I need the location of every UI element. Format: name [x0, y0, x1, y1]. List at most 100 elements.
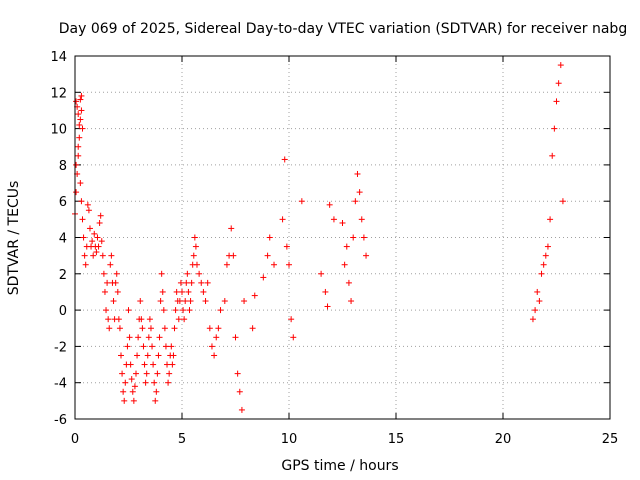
data-point	[141, 361, 148, 368]
data-point	[169, 361, 176, 368]
data-point	[192, 243, 199, 250]
y-tick-label: 0	[59, 304, 67, 319]
data-point	[538, 270, 545, 277]
data-point	[232, 334, 239, 341]
data-point	[223, 261, 230, 268]
data-point	[358, 216, 365, 223]
y-axis-label: SDTVAR / TECUs	[6, 181, 22, 296]
data-point	[101, 288, 108, 295]
chart-title: Day 069 of 2025, Sidereal Day-to-day VTE…	[59, 21, 627, 37]
data-point	[91, 230, 98, 237]
data-point	[341, 261, 348, 268]
data-point	[343, 243, 350, 250]
data-point	[288, 316, 295, 323]
data-point	[76, 134, 83, 141]
data-point	[73, 161, 80, 168]
data-point	[190, 252, 197, 259]
data-point	[175, 316, 182, 323]
data-point	[147, 325, 154, 332]
data-point	[324, 303, 331, 310]
data-point	[200, 288, 207, 295]
data-point	[108, 252, 115, 259]
data-point	[146, 316, 153, 323]
data-point	[298, 198, 305, 205]
data-point	[236, 388, 243, 395]
data-point	[179, 288, 185, 295]
data-point	[170, 352, 177, 359]
data-point	[106, 325, 113, 332]
data-point	[139, 325, 146, 332]
data-point	[234, 370, 241, 377]
data-point	[90, 252, 97, 259]
data-point	[151, 379, 158, 386]
data-point	[78, 107, 85, 114]
data-point	[154, 370, 161, 377]
data-point	[113, 270, 120, 277]
data-point	[536, 298, 543, 305]
data-point	[266, 234, 273, 241]
y-tick-label: 4	[59, 232, 67, 247]
data-point	[211, 352, 218, 359]
data-point	[547, 216, 554, 223]
data-point	[79, 216, 86, 223]
data-point	[86, 225, 93, 232]
data-point	[204, 279, 211, 286]
data-point	[122, 379, 129, 386]
data-point	[318, 270, 325, 277]
data-point	[281, 156, 288, 163]
data-point	[161, 325, 168, 332]
data-point	[116, 325, 123, 332]
data-point	[322, 288, 329, 295]
data-point	[82, 261, 89, 268]
data-point	[557, 62, 564, 69]
data-point	[279, 216, 286, 223]
data-point	[103, 307, 110, 314]
data-point	[76, 121, 83, 128]
data-point	[144, 352, 151, 359]
data-point	[202, 298, 209, 305]
data-point	[96, 219, 103, 226]
data-point	[158, 270, 165, 277]
data-point	[127, 361, 134, 368]
x-axis-label: GPS time / hours	[281, 458, 398, 474]
data-point	[77, 180, 84, 187]
data-point	[290, 334, 297, 341]
data-point	[555, 80, 562, 87]
data-point	[120, 388, 127, 395]
data-point	[230, 252, 237, 259]
data-point	[121, 397, 128, 404]
data-point	[93, 249, 100, 256]
data-point	[345, 279, 352, 286]
data-point	[542, 252, 549, 259]
data-point	[126, 334, 133, 341]
data-point	[149, 343, 156, 350]
data-point	[238, 406, 245, 413]
data-point	[356, 189, 363, 196]
data-point	[206, 325, 213, 332]
data-point	[99, 252, 106, 259]
data-point	[171, 325, 178, 332]
data-point	[142, 379, 149, 386]
data-point	[124, 343, 131, 350]
data-point	[188, 279, 195, 286]
data-point	[77, 116, 84, 123]
data-point	[549, 152, 556, 159]
data-point	[168, 343, 175, 350]
data-point	[75, 152, 82, 159]
data-point	[251, 292, 258, 299]
data-point	[264, 252, 271, 259]
x-tick-label: 15	[388, 432, 405, 447]
data-point	[183, 279, 190, 286]
data-point	[80, 234, 87, 241]
data-point	[131, 383, 138, 390]
data-point	[128, 376, 135, 383]
data-point	[143, 370, 150, 377]
data-point	[213, 334, 220, 341]
data-point	[150, 361, 157, 368]
data-point	[156, 334, 163, 341]
data-point	[95, 243, 102, 250]
data-point	[100, 270, 107, 277]
data-point	[145, 334, 152, 341]
data-point	[187, 298, 194, 305]
